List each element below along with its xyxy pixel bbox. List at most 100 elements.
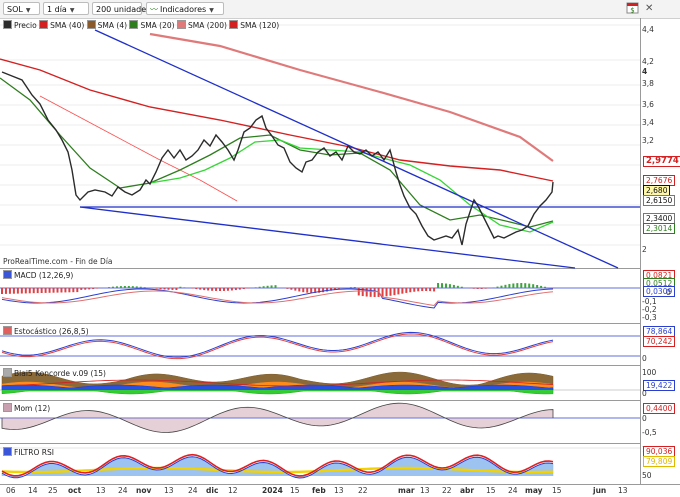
legend-label: SMA (40) bbox=[50, 21, 85, 30]
macd-histogram-bar bbox=[326, 288, 329, 292]
macd-histogram-bar bbox=[425, 288, 428, 292]
macd-histogram-bar bbox=[476, 288, 479, 289]
macd-histogram-bar bbox=[115, 286, 118, 288]
price-axis-label: 3,2 bbox=[642, 136, 654, 145]
date-axis-label: 24 bbox=[188, 486, 198, 495]
legend-swatch bbox=[229, 20, 239, 29]
indicators-button[interactable]: 〰 Indicadores ▼ bbox=[146, 2, 224, 15]
macd-axis-label: -0,3 bbox=[642, 313, 657, 322]
blai5-green-area bbox=[1, 390, 554, 395]
date-axis-label: 06 bbox=[6, 486, 16, 495]
legend-item-sma4[interactable]: SMA (4) bbox=[86, 20, 128, 30]
macd-histogram-bar bbox=[163, 288, 166, 290]
macd-histogram-bar bbox=[516, 283, 519, 288]
macd-histogram-bar bbox=[4, 288, 7, 294]
macd-histogram-bar bbox=[500, 285, 503, 288]
legend-item-price[interactable]: Precio bbox=[3, 20, 37, 30]
macd-histogram-bar bbox=[413, 288, 416, 292]
macd-histogram-bar bbox=[242, 288, 245, 290]
macd-axis-label: -0,1 bbox=[642, 297, 657, 306]
macd-histogram-bar bbox=[52, 288, 55, 293]
legend-item-sma40[interactable]: SMA (40) bbox=[39, 20, 85, 30]
momentum-title[interactable]: Mom (12) bbox=[3, 403, 50, 413]
macd-histogram-bar bbox=[286, 288, 289, 289]
chevron-down-icon: ▼ bbox=[209, 7, 214, 14]
macd-histogram-bar bbox=[306, 288, 309, 293]
chart-canvas[interactable] bbox=[0, 18, 680, 497]
date-axis-label: 22 bbox=[358, 486, 368, 495]
macd-histogram-bar bbox=[199, 288, 202, 290]
date-axis-label: 22 bbox=[442, 486, 452, 495]
macd-histogram-bar bbox=[357, 288, 360, 296]
date-axis-label: 14 bbox=[28, 486, 38, 495]
price-axis-label: 3,8 bbox=[642, 79, 654, 88]
macd-histogram-bar bbox=[520, 283, 523, 288]
macd-histogram-bar bbox=[234, 288, 237, 291]
macd-histogram-bar bbox=[532, 284, 535, 288]
date-axis-label: 13 bbox=[164, 486, 174, 495]
macd-histogram-bar bbox=[183, 287, 186, 288]
macd-histogram-bar bbox=[230, 288, 233, 291]
macd-histogram-bar bbox=[496, 286, 499, 288]
macd-histogram-bar bbox=[76, 288, 79, 293]
macd-histogram-bar bbox=[270, 285, 273, 288]
macd-histogram-bar bbox=[143, 287, 146, 288]
macd-histogram-bar bbox=[123, 286, 126, 288]
macd-histogram-bar bbox=[44, 288, 47, 293]
legend-item-sma20[interactable]: SMA (20) bbox=[129, 20, 175, 30]
close-icon[interactable]: ✕ bbox=[645, 3, 654, 14]
macd-histogram-bar bbox=[460, 286, 463, 288]
macd-histogram-bar bbox=[167, 288, 170, 290]
macd-histogram-bar bbox=[452, 284, 455, 288]
macd-histogram-bar bbox=[254, 287, 257, 288]
date-axis-label: oct bbox=[68, 486, 82, 495]
macd-histogram-bar bbox=[361, 288, 364, 297]
blai5-title[interactable]: Blai5 Koncorde v.09 (15) bbox=[3, 368, 106, 378]
price-tag-sma20: 2,3014 bbox=[643, 223, 676, 234]
macd-histogram-bar bbox=[159, 288, 162, 290]
stochastic-title[interactable]: Estocástico (26,8,5) bbox=[3, 326, 89, 336]
macd-histogram-bar bbox=[397, 288, 400, 295]
macd-histogram-bar bbox=[139, 286, 142, 288]
date-axis-label: 25 bbox=[48, 486, 58, 495]
legend-item-sma200[interactable]: SMA (200) bbox=[176, 20, 227, 30]
blai5-tag: 19,422 bbox=[643, 380, 676, 391]
date-axis-label: 13 bbox=[334, 486, 344, 495]
momentum-title-text: Mom (12) bbox=[14, 404, 51, 413]
macd-title[interactable]: MACD (12,26,9) bbox=[3, 270, 73, 280]
macd-histogram-bar bbox=[127, 286, 130, 288]
date-axis-label: 24 bbox=[118, 486, 128, 495]
interval-selector[interactable]: 1 día ▼ bbox=[43, 2, 89, 15]
price-axis-label: 3,4 bbox=[642, 118, 654, 127]
macd-title-text: MACD (12,26,9) bbox=[14, 271, 74, 280]
interval-label: 1 día bbox=[47, 5, 67, 14]
macd-histogram-bar bbox=[12, 288, 15, 294]
macd-histogram-bar bbox=[433, 288, 436, 292]
macd-histogram-bar bbox=[195, 288, 198, 290]
macd-histogram-bar bbox=[16, 288, 19, 294]
rsi-title[interactable]: FILTRO RSI bbox=[3, 447, 54, 457]
momentum-axis-label: -0,5 bbox=[642, 428, 657, 437]
macd-histogram-bar bbox=[365, 288, 368, 297]
window-icon[interactable]: $ bbox=[626, 2, 640, 15]
rsi-blue-line bbox=[1, 456, 554, 479]
legend-swatch bbox=[129, 20, 139, 29]
rsi-tag: 79,809 bbox=[643, 456, 676, 467]
macd-histogram-bar bbox=[96, 288, 99, 289]
price-tag-level: 2,6150 bbox=[643, 195, 676, 206]
rsi-filter-panel bbox=[0, 447, 640, 479]
legend-item-sma120[interactable]: SMA (120) bbox=[229, 20, 279, 30]
toolbar: SOL▼ 1 día▼ 200 unidades▼ 〰Indicadores▼ … bbox=[0, 0, 680, 19]
date-axis-label: 15 bbox=[486, 486, 496, 495]
momentum-area bbox=[1, 402, 554, 433]
units-selector[interactable]: 200 unidades▼ bbox=[92, 2, 158, 15]
symbol-selector[interactable]: SOL ▼ bbox=[3, 2, 40, 15]
macd-histogram-bar bbox=[540, 285, 543, 288]
macd-histogram-bar bbox=[226, 288, 229, 291]
macd-histogram-bar bbox=[444, 283, 447, 288]
price-tag-sma200: 2,9774 bbox=[643, 156, 680, 167]
legend-label: SMA (4) bbox=[97, 21, 128, 30]
macd-line bbox=[1, 288, 554, 309]
date-axis-label: dic bbox=[206, 486, 219, 495]
macd-histogram-bar bbox=[385, 288, 388, 297]
